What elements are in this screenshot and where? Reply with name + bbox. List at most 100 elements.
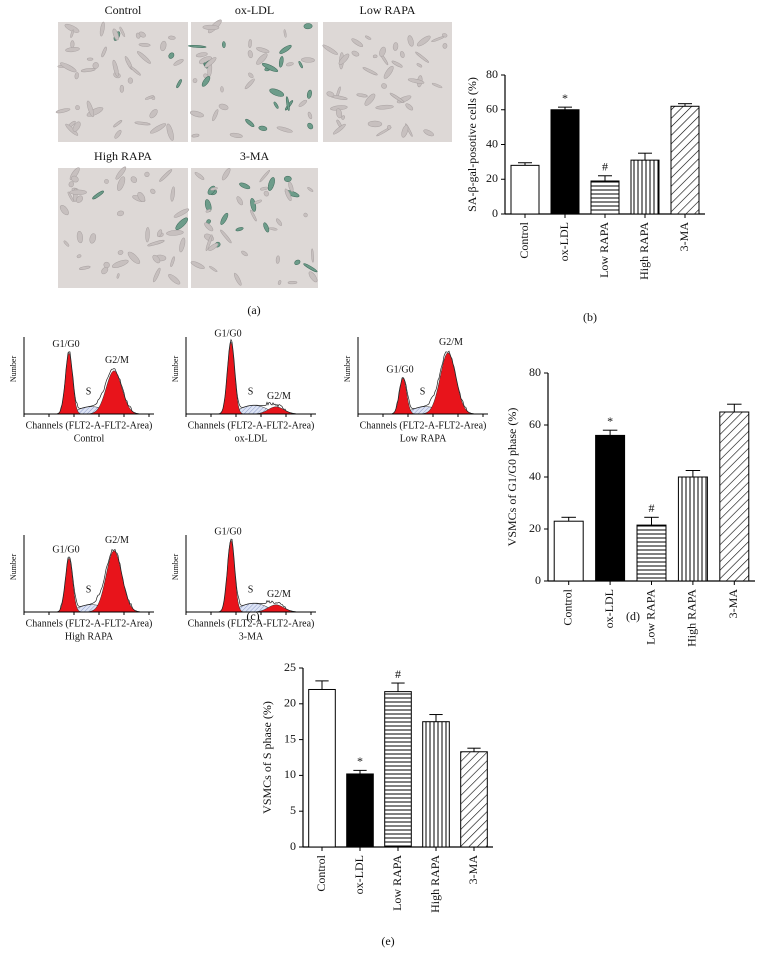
- cell: [111, 259, 129, 268]
- cell: [442, 43, 448, 49]
- bar: [719, 411, 750, 582]
- x-tick-label: High RAPA: [685, 589, 699, 647]
- cell: [245, 118, 255, 128]
- cell: [241, 250, 248, 257]
- y-tick-label: 40: [486, 136, 498, 150]
- flow-y-label: Number: [171, 554, 180, 581]
- cell: [285, 96, 290, 111]
- cell: [303, 23, 313, 30]
- panel-caption: (b): [583, 310, 597, 324]
- x-tick-label: Control: [314, 854, 328, 891]
- cell: [205, 234, 213, 252]
- cell: [258, 125, 268, 131]
- cell: [86, 100, 95, 118]
- cell: [431, 82, 443, 89]
- y-tick-label: 0: [535, 573, 541, 587]
- cell: [298, 60, 303, 69]
- cell: [431, 36, 445, 42]
- cell: [261, 63, 279, 73]
- micrograph: [191, 22, 318, 142]
- flow-peak-label: G1/G0: [214, 328, 241, 339]
- flow-y-label: Number: [9, 554, 18, 581]
- bar: [630, 159, 660, 215]
- cell: [130, 66, 141, 76]
- cell: [372, 54, 378, 59]
- cell: [407, 78, 425, 84]
- cell: [277, 280, 282, 285]
- bar: [308, 688, 336, 848]
- cell: [307, 122, 314, 130]
- cell: [202, 24, 220, 30]
- cell: [276, 126, 293, 133]
- micrograph-label: Control: [105, 3, 142, 17]
- cell: [248, 39, 252, 48]
- cell: [152, 254, 161, 264]
- cell: [351, 38, 364, 47]
- significance-mark: #: [649, 501, 655, 515]
- cell: [74, 72, 79, 80]
- cell: [381, 83, 387, 89]
- panel-caption: (c): [246, 609, 259, 623]
- cell: [144, 171, 150, 177]
- cell: [341, 115, 345, 120]
- y-axis-label: SA-β-gal-posotive cells (%): [465, 77, 479, 212]
- cell: [117, 176, 126, 191]
- cell: [116, 273, 120, 279]
- flow-peak: [206, 341, 311, 415]
- cell: [190, 261, 205, 269]
- flow-y-label: Number: [9, 356, 18, 383]
- flow-outline: [378, 350, 484, 415]
- micrograph-label: ox-LDL: [235, 3, 274, 17]
- cell: [405, 103, 414, 111]
- cell: [170, 256, 175, 267]
- x-tick-label: 3-MA: [466, 855, 480, 885]
- significance-mark: *: [562, 91, 568, 105]
- cell: [80, 68, 96, 73]
- cell: [59, 205, 69, 216]
- cell: [220, 212, 229, 225]
- cell: [135, 32, 141, 39]
- cell: [101, 46, 107, 58]
- cell: [362, 67, 378, 76]
- cell: [63, 240, 70, 247]
- cell: [308, 271, 318, 283]
- panel-caption: (a): [247, 303, 260, 317]
- cell: [416, 35, 431, 47]
- flow-peak-label: S: [248, 584, 254, 595]
- cell: [71, 175, 79, 183]
- bar: [590, 180, 620, 215]
- cell: [423, 129, 434, 137]
- cell: [119, 84, 124, 93]
- y-axis-label: VSMCs of G1/G0 phase (%): [505, 408, 519, 547]
- cell: [173, 208, 190, 218]
- y-tick-label: 40: [529, 469, 541, 483]
- cell: [65, 47, 80, 53]
- cell: [60, 62, 77, 73]
- cell: [301, 57, 315, 63]
- cell: [159, 169, 173, 182]
- flow-x-label: Channels (FLT2-A-FLT2-Area): [360, 420, 487, 431]
- cell: [259, 169, 270, 183]
- cell: [389, 92, 405, 103]
- cell: [375, 104, 394, 110]
- cell: [263, 222, 270, 233]
- cell: [239, 182, 251, 190]
- cell: [233, 272, 242, 286]
- y-tick-label: 5: [290, 803, 296, 817]
- cell: [221, 167, 231, 181]
- y-tick-label: 20: [529, 521, 541, 535]
- y-tick-label: 20: [284, 696, 296, 710]
- flow-outline: [206, 538, 311, 613]
- bar: [595, 434, 626, 582]
- flow-condition: High RAPA: [65, 631, 114, 642]
- cell: [307, 111, 313, 120]
- cell: [210, 187, 218, 191]
- cell: [76, 231, 83, 244]
- cell: [72, 121, 81, 132]
- cell: [116, 210, 125, 217]
- cell: [247, 50, 253, 59]
- cell: [376, 126, 392, 137]
- cell: [273, 101, 279, 109]
- cell: [220, 86, 224, 93]
